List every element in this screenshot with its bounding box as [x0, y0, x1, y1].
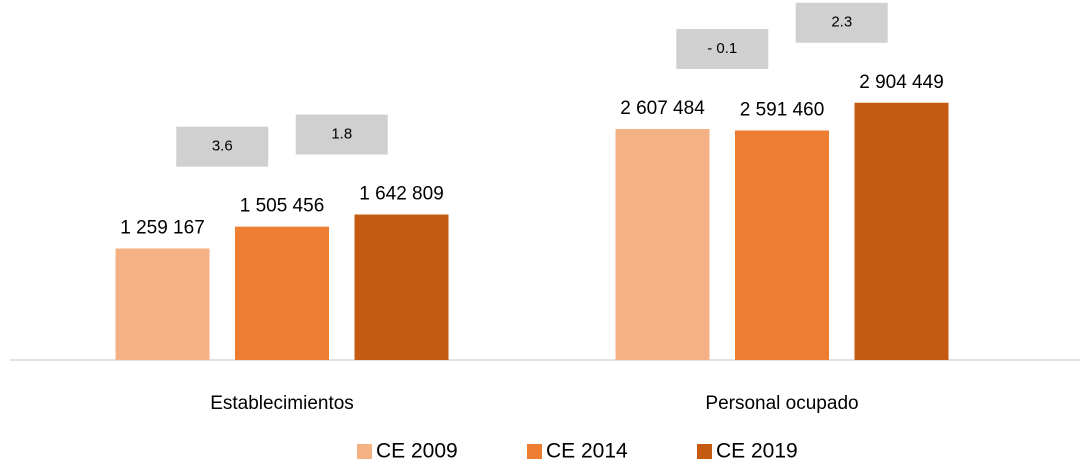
x-tick-label: Personal ocupado [705, 393, 858, 414]
value-label: 2 904 449 [859, 72, 944, 93]
legend-label: CE 2009 [376, 440, 458, 463]
annotation-box [795, 2, 888, 43]
annotation-box [176, 126, 269, 167]
annotation-box [295, 114, 388, 155]
x-tick-label: Establecimientos [210, 393, 354, 414]
value-label: 1 505 456 [240, 196, 325, 217]
annotation-box [676, 29, 769, 70]
legend-swatch [527, 444, 542, 459]
value-label: 2 591 460 [740, 99, 825, 120]
legend-label: CE 2019 [716, 440, 798, 463]
bar [735, 130, 829, 360]
bar [235, 226, 329, 360]
annotation: - 0.1 [707, 40, 737, 57]
legend-swatch [697, 444, 712, 459]
annotation: 1.8 [331, 125, 352, 142]
value-label: 2 607 484 [620, 98, 705, 119]
bar [854, 102, 949, 360]
bar [354, 214, 449, 360]
bar [115, 248, 210, 360]
bar [615, 129, 710, 360]
value-label: 1 642 809 [359, 184, 444, 205]
annotation: 3.6 [212, 138, 233, 155]
annotation: 2.3 [831, 14, 852, 31]
legend-label: CE 2014 [546, 440, 628, 463]
legend-swatch [357, 444, 372, 459]
value-label: 1 259 167 [120, 217, 205, 238]
